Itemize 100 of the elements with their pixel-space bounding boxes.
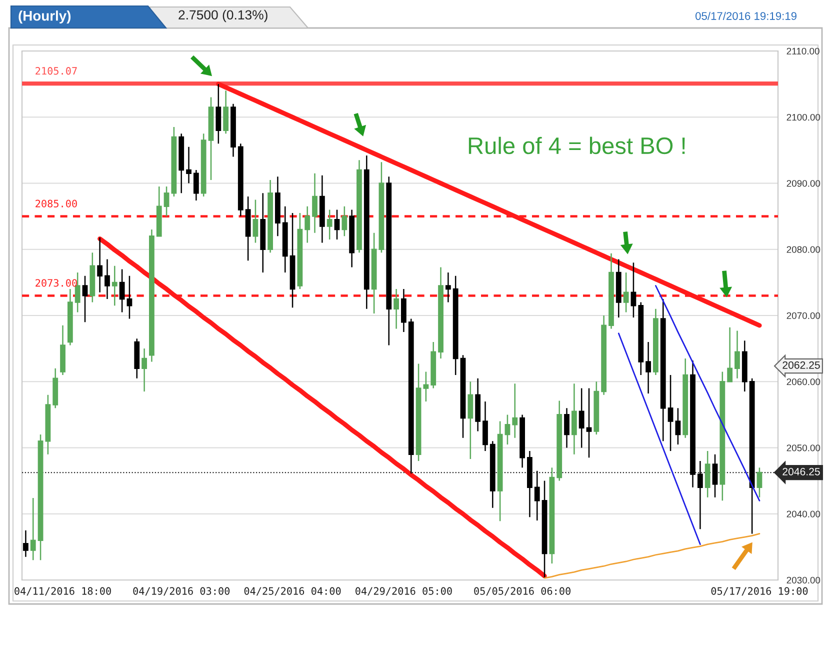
candlestick	[260, 192, 266, 274]
candlestick	[193, 169, 199, 202]
candlestick	[319, 174, 325, 244]
candlestick	[697, 460, 703, 530]
candlestick	[690, 360, 696, 488]
candlestick	[452, 275, 458, 376]
text: 2062.25	[782, 361, 820, 369]
candlestick	[408, 318, 414, 474]
candlestick	[252, 199, 258, 244]
candlestick	[571, 382, 577, 455]
candlestick	[371, 232, 377, 314]
candlestick	[742, 340, 748, 392]
candlestick	[216, 83, 222, 144]
candlestick	[445, 272, 451, 303]
candlestick	[23, 530, 28, 558]
x-tick-label: 05/17/2016 19:00	[711, 587, 808, 596]
candlestick	[520, 414, 525, 468]
candlestick	[349, 209, 355, 268]
candlestick	[660, 298, 666, 442]
candlestick	[675, 407, 681, 446]
ref-line-label: 2105.07	[36, 67, 77, 75]
candlestick	[386, 176, 392, 346]
candlestick	[646, 341, 651, 394]
candlestick	[268, 179, 273, 254]
ref-line-label: 2046.25	[782, 468, 820, 476]
candlestick	[282, 206, 288, 274]
x-tick-label: 04/29/2016 05:00	[356, 587, 452, 596]
x-tick-label: 04/19/2016 03:00	[133, 587, 230, 596]
candlestick	[601, 314, 607, 396]
candlestick	[238, 142, 244, 217]
candlestick	[756, 466, 762, 498]
text: 05/17/2016 19:19:19	[695, 12, 796, 20]
candlestick	[304, 206, 310, 244]
x-tick-label: 04/11/2016 18:00	[14, 587, 111, 596]
candlestick	[364, 154, 370, 310]
y-tick-label: 2100.00	[786, 114, 820, 121]
candlestick	[104, 258, 110, 300]
candlestick	[482, 400, 488, 452]
candlestick	[90, 252, 96, 303]
x-tick-label: 04/25/2016 04:00	[244, 587, 341, 596]
candlestick	[356, 159, 362, 254]
candlestick	[82, 275, 88, 323]
candlestick	[423, 371, 429, 402]
candlestick	[623, 272, 629, 313]
candlestick	[504, 414, 510, 446]
candlestick	[578, 388, 584, 448]
candlestick	[586, 388, 592, 458]
candlestick	[334, 209, 340, 240]
y-tick-label: 2070.00	[786, 312, 820, 320]
candlestick	[749, 378, 755, 534]
candlestick	[223, 90, 229, 134]
candlestick	[438, 266, 444, 360]
candlestick	[564, 407, 570, 448]
candlestick	[30, 497, 36, 561]
annotation: Rule of 4 = best BO !	[468, 136, 685, 154]
candlestick	[682, 358, 688, 438]
candlestick	[275, 176, 280, 237]
y-tick-label: 2050.00	[786, 444, 820, 452]
candlestick	[156, 186, 162, 237]
candlestick	[668, 374, 674, 452]
candlestick	[734, 330, 740, 379]
chart-subtitle: 2.7500 (0.13%)	[178, 10, 268, 22]
candlestick	[97, 236, 103, 293]
candlestick	[727, 326, 733, 382]
candlestick	[142, 348, 147, 392]
ref-line-label: 2073.00	[36, 279, 77, 287]
candlestick	[119, 268, 125, 313]
candlestick	[416, 363, 422, 462]
candlestick	[527, 450, 532, 518]
candlestick	[112, 265, 118, 306]
candlestick	[126, 275, 132, 320]
y-tick-label: 2110.00	[786, 48, 820, 55]
candlestick	[653, 308, 658, 376]
candlestick	[52, 368, 58, 409]
candlestick	[208, 96, 214, 181]
x-tick-label: 05/05/2016 06:00	[474, 587, 570, 596]
candlestick	[38, 434, 44, 561]
candlestick	[149, 228, 154, 362]
candlestick	[342, 206, 348, 237]
candlestick	[178, 133, 184, 194]
candlestick	[460, 354, 466, 438]
candlestick	[200, 133, 206, 198]
y-tick-label: 2080.00	[786, 246, 820, 253]
candlestick	[475, 378, 481, 432]
candlestick	[549, 466, 555, 564]
candlestick	[171, 126, 177, 198]
chart-title: (Hourly)	[18, 10, 71, 24]
candlestick	[134, 338, 140, 379]
y-tick-label: 2040.00	[786, 510, 820, 518]
candlestick	[297, 212, 303, 290]
candlestick	[720, 371, 726, 502]
candlestick	[490, 440, 496, 509]
line-series	[618, 332, 701, 545]
candlestick	[594, 381, 600, 436]
ref-line-label: 2085.00	[36, 200, 77, 208]
candlestick	[630, 262, 636, 318]
candlestick	[608, 252, 614, 330]
candlestick	[326, 209, 332, 240]
line-series	[655, 285, 760, 502]
candlestick	[312, 172, 318, 234]
